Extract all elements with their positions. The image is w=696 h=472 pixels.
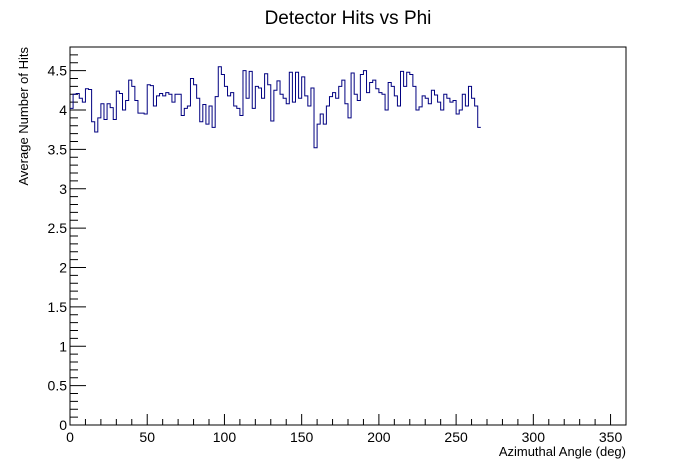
- x-tick-label: 150: [290, 429, 314, 445]
- y-tick-label: 2.5: [48, 220, 68, 236]
- x-tick-label: 50: [139, 429, 155, 445]
- chart-title: Detector Hits vs Phi: [265, 8, 432, 29]
- x-tick-label: 0: [66, 429, 74, 445]
- y-tick-label: 0: [59, 417, 67, 433]
- y-tick-label: 1.5: [48, 299, 68, 315]
- y-tick-label: 0.5: [48, 378, 68, 394]
- y-tick-label: 4: [59, 102, 67, 118]
- x-tick-label: 300: [522, 429, 546, 445]
- x-tick-label: 250: [444, 429, 468, 445]
- x-axis: [69, 414, 627, 425]
- x-tick-label: 350: [599, 429, 623, 445]
- y-tick-label: 3.5: [48, 141, 68, 157]
- x-tick-label: 200: [367, 429, 391, 445]
- x-axis-label: Azimuthal Angle (deg): [499, 444, 626, 459]
- y-tick-label: 4.5: [48, 63, 68, 79]
- series-line: [70, 66, 481, 149]
- x-tick-label: 100: [213, 429, 237, 445]
- y-axis: [70, 46, 86, 426]
- y-axis-label: Average Number of Hits: [16, 47, 31, 186]
- tick-labels: 0 50 100 150 200 250 300 350 0 0.5 1 1.5 2 2.5 3 3.5 4 4.…: [48, 63, 623, 445]
- y-tick-label: 1: [59, 338, 67, 354]
- y-tick-label: 3: [59, 181, 67, 197]
- y-tick-label: 2: [59, 260, 67, 276]
